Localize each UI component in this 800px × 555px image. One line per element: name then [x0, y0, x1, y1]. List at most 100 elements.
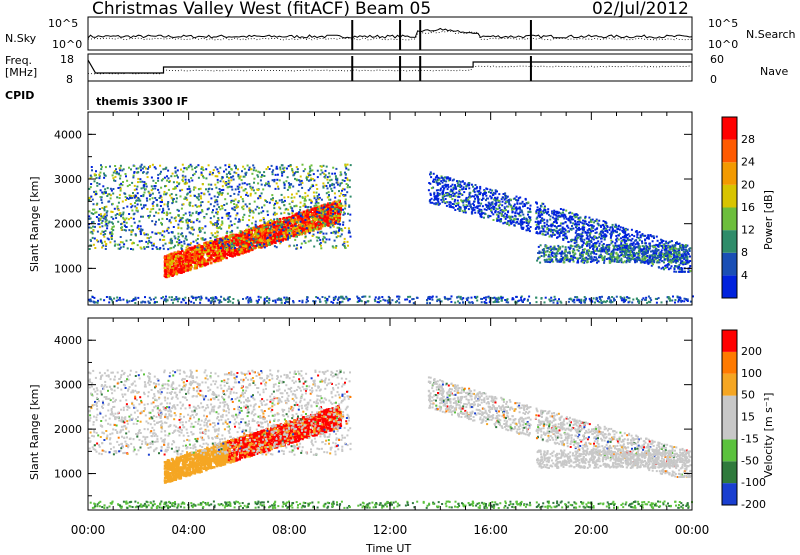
heatmap-cell: [199, 302, 201, 304]
heatmap-cell: [213, 215, 215, 217]
heatmap-cell: [258, 207, 260, 209]
heatmap-cell: [287, 196, 289, 198]
heatmap-cell: [186, 265, 189, 268]
heatmap-cell: [347, 179, 349, 181]
heatmap-cell: [229, 254, 232, 257]
heatmap-cell: [134, 185, 136, 187]
heatmap-cell: [207, 253, 210, 256]
heatmap-cell: [307, 213, 310, 216]
heatmap-cell: [359, 298, 361, 300]
heatmap-cell: [295, 205, 297, 207]
heatmap-cell: [272, 237, 274, 239]
heatmap-cell: [221, 205, 223, 207]
heatmap-cell: [342, 224, 344, 226]
heatmap-cell: [263, 217, 265, 219]
heatmap-cell: [190, 177, 192, 179]
heatmap-cell: [243, 214, 245, 216]
heatmap-cell: [562, 212, 564, 214]
heatmap-cell: [143, 181, 145, 183]
heatmap-cell: [111, 238, 113, 240]
heatmap-cell: [318, 202, 320, 204]
heatmap-cell: [430, 176, 432, 178]
heatmap-cell: [268, 302, 270, 304]
heatmap-cell: [214, 252, 217, 255]
heatmap-cell: [641, 242, 643, 244]
heatmap-cell: [114, 165, 116, 167]
heatmap-cell: [133, 218, 135, 220]
heatmap-cell: [340, 174, 342, 176]
heatmap-cell: [105, 221, 107, 223]
heatmap-cell: [221, 222, 223, 224]
heatmap-cell: [228, 183, 230, 185]
heatmap-cell: [93, 244, 95, 246]
heatmap-cell: [318, 223, 320, 225]
heatmap-cell: [194, 245, 197, 248]
heatmap-cell: [201, 172, 203, 174]
heatmap-cell: [299, 209, 301, 211]
heatmap-cell: [233, 203, 235, 205]
heatmap-cell: [197, 218, 199, 220]
heatmap-cell: [132, 248, 134, 250]
heatmap-cell: [596, 297, 598, 299]
heatmap-cell: [326, 166, 328, 168]
heatmap-cell: [193, 221, 195, 223]
heatmap-cell: [287, 220, 289, 222]
heatmap-cell: [322, 238, 324, 240]
heatmap-cell: [177, 251, 180, 254]
heatmap-cell: [274, 214, 276, 216]
heatmap-cell: [110, 197, 112, 199]
heatmap-cell: [119, 213, 121, 215]
heatmap-cell: [349, 220, 351, 222]
heatmap-cell: [126, 180, 128, 182]
heatmap-cell: [236, 234, 239, 237]
heatmap-cell: [253, 169, 255, 171]
heatmap-cell: [198, 213, 200, 215]
heatmap-cell: [174, 167, 176, 169]
heatmap-cell: [195, 299, 197, 301]
heatmap-cell: [276, 202, 278, 204]
heatmap-cell: [192, 233, 194, 235]
heatmap-cell: [233, 179, 235, 181]
heatmap-cell: [153, 298, 155, 300]
heatmap-cell: [220, 239, 222, 241]
heatmap-cell: [328, 194, 330, 196]
heatmap-cell: [313, 192, 315, 194]
heatmap-cell: [339, 223, 341, 225]
heatmap-cell: [330, 301, 332, 303]
heatmap-cell: [238, 178, 240, 180]
heatmap-cell: [167, 299, 169, 301]
heatmap-cell: [130, 206, 132, 208]
heatmap-cell: [120, 190, 122, 192]
heatmap-cell: [551, 300, 553, 302]
heatmap-cell: [335, 218, 337, 220]
heatmap-cell: [295, 248, 297, 250]
heatmap-cell: [291, 207, 293, 209]
heatmap-cell: [334, 192, 336, 194]
heatmap-cell: [168, 232, 170, 234]
heatmap-cell: [496, 298, 498, 300]
heatmap-cell: [188, 165, 190, 167]
heatmap-cell: [284, 187, 286, 189]
heatmap-cell: [644, 299, 646, 301]
heatmap-cell: [201, 227, 203, 229]
heatmap-cell: [214, 300, 216, 302]
heatmap-cell: [253, 178, 255, 180]
heatmap-cell: [146, 246, 148, 248]
heatmap-cell: [121, 226, 123, 228]
heatmap-cell: [600, 300, 602, 302]
heatmap-cell: [542, 203, 544, 205]
heatmap-cell: [529, 302, 531, 304]
heatmap-cell: [457, 300, 459, 302]
heatmap-cell: [137, 210, 139, 212]
heatmap-cell: [296, 244, 298, 246]
heatmap-cell: [92, 213, 94, 215]
heatmap-cell: [157, 180, 159, 182]
heatmap-cell: [206, 213, 208, 215]
heatmap-cell: [191, 254, 194, 257]
heatmap-cell: [200, 299, 202, 301]
heatmap-cell: [291, 197, 293, 199]
heatmap-cell: [194, 262, 197, 265]
heatmap-cell: [299, 231, 301, 233]
heatmap-cell: [303, 232, 305, 234]
heatmap-cell: [281, 235, 283, 237]
